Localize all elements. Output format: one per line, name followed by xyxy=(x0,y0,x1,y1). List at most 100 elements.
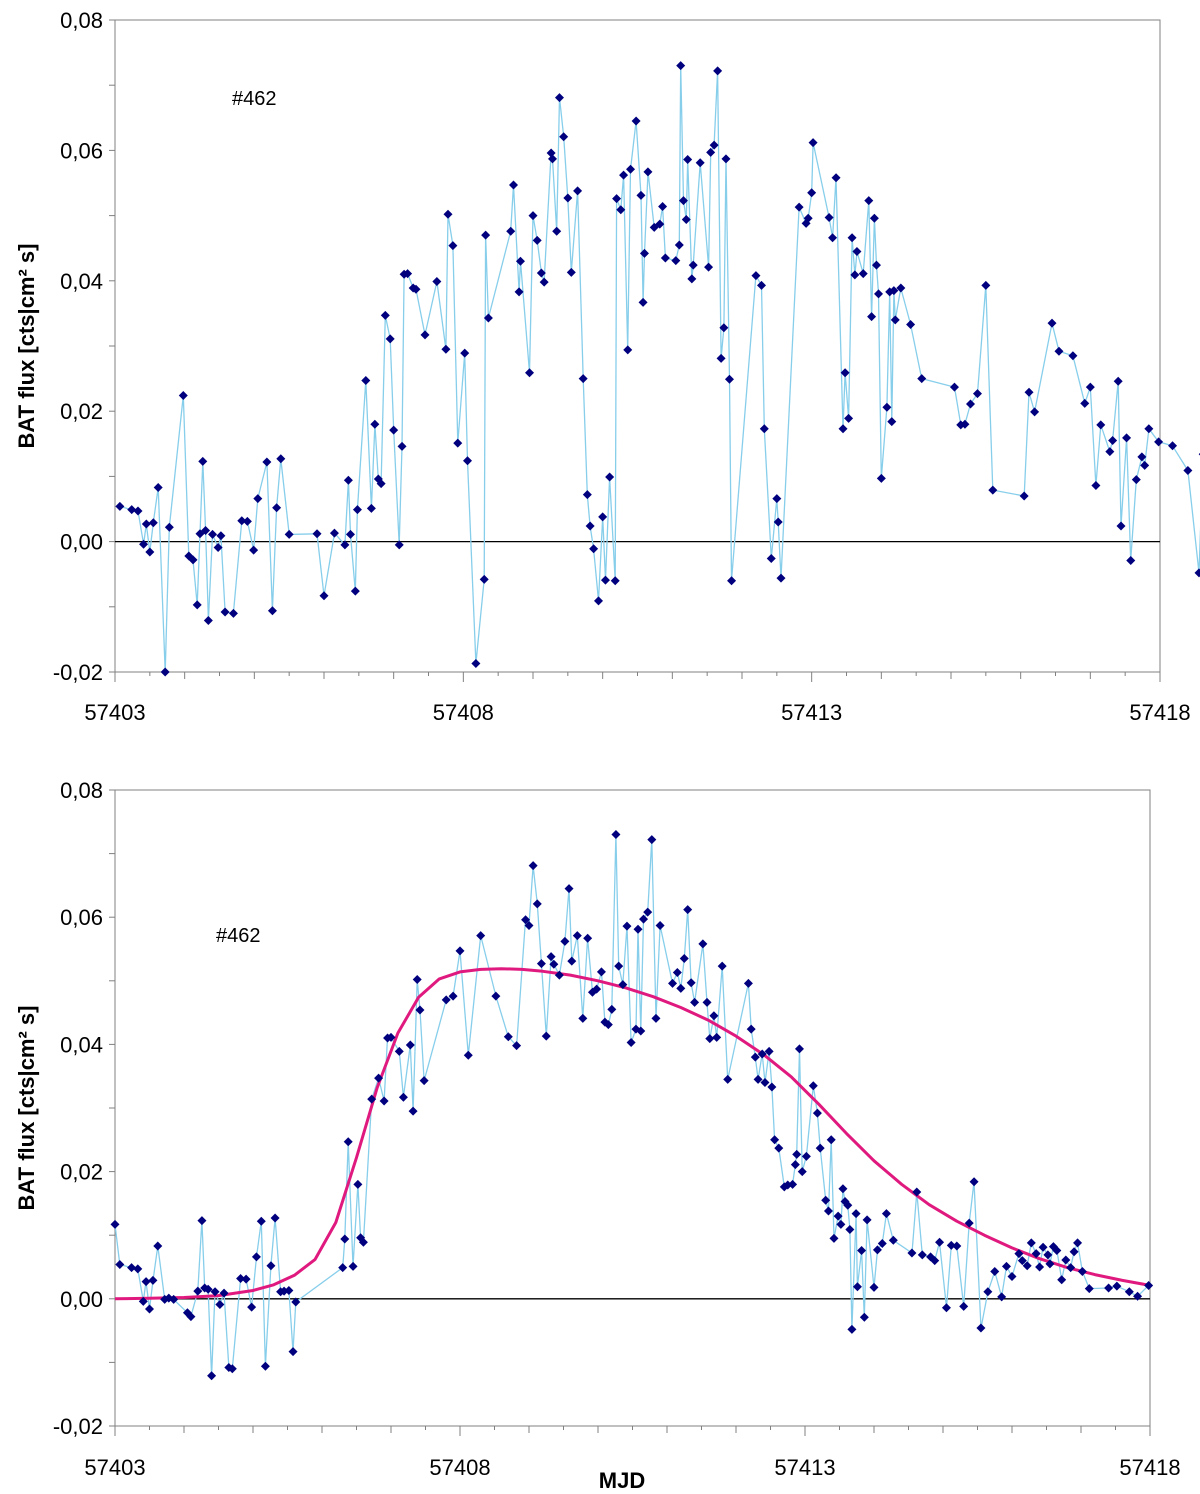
data-point xyxy=(216,531,226,541)
data-point xyxy=(658,201,668,211)
data-point xyxy=(1194,568,1200,578)
data-point xyxy=(115,501,125,511)
data-point xyxy=(912,1187,922,1197)
data-point xyxy=(198,456,208,466)
data-point xyxy=(952,1241,962,1251)
data-point xyxy=(463,456,473,466)
data-point xyxy=(589,544,599,554)
data-markers xyxy=(115,61,1200,677)
data-point xyxy=(153,482,163,492)
data-point xyxy=(455,946,465,956)
data-point xyxy=(676,61,686,71)
y-tick-label: 0,06 xyxy=(60,905,103,930)
data-point xyxy=(572,931,582,941)
axis-ticks xyxy=(109,19,1161,682)
data-point xyxy=(541,1031,551,1041)
data-point xyxy=(253,494,263,504)
data-point xyxy=(539,277,549,287)
data-point xyxy=(441,344,451,354)
data-point xyxy=(852,246,862,256)
data-point xyxy=(618,980,628,990)
data-point xyxy=(583,933,593,943)
data-point xyxy=(949,382,959,392)
data-point xyxy=(521,915,531,925)
data-point xyxy=(145,1304,154,1314)
data-point xyxy=(1031,1249,1041,1259)
data-point xyxy=(284,1286,294,1296)
data-point xyxy=(743,978,753,988)
data-point xyxy=(1084,1284,1094,1294)
data-point xyxy=(524,920,534,930)
data-point xyxy=(1183,466,1193,476)
data-point xyxy=(567,956,577,966)
plot-area-frame xyxy=(114,789,1151,1427)
data-point xyxy=(192,600,202,610)
plot-area-frame xyxy=(114,19,1161,673)
data-point xyxy=(643,907,653,917)
data-point xyxy=(1022,1261,1032,1271)
data-point xyxy=(969,1177,979,1187)
data-point xyxy=(1080,398,1090,408)
data-point xyxy=(757,280,767,290)
data-point xyxy=(766,554,776,564)
data-point xyxy=(930,1256,940,1266)
data-point xyxy=(208,529,218,539)
data-point xyxy=(1105,447,1115,457)
data-point xyxy=(267,606,277,616)
data-point xyxy=(582,490,592,500)
data-point xyxy=(695,158,705,168)
data-point xyxy=(1077,1266,1087,1276)
data-point xyxy=(760,1078,770,1088)
data-point xyxy=(1061,1255,1071,1265)
data-point xyxy=(890,315,900,325)
data-point xyxy=(821,1195,831,1205)
data-point xyxy=(370,419,380,429)
data-point xyxy=(605,472,615,482)
data-point xyxy=(564,884,574,894)
fit-line xyxy=(114,967,1151,1301)
data-point xyxy=(528,211,538,221)
data-point xyxy=(698,939,708,949)
x-tick-label: 57413 xyxy=(781,700,842,725)
axis-ticks xyxy=(109,789,1151,1436)
data-point xyxy=(1126,556,1136,566)
data-point xyxy=(660,253,670,263)
data-point xyxy=(338,1263,348,1273)
data-point xyxy=(639,914,649,924)
data-point xyxy=(872,1245,882,1255)
data-point xyxy=(201,526,211,536)
data-point xyxy=(115,1259,125,1269)
data-point xyxy=(770,1135,780,1145)
data-point xyxy=(352,505,362,515)
data-point xyxy=(633,924,643,934)
data-point xyxy=(141,519,151,529)
data-point xyxy=(727,576,737,586)
data-point xyxy=(343,475,353,485)
data-point xyxy=(350,586,360,596)
data-point xyxy=(133,1264,143,1274)
data-point xyxy=(997,1292,1007,1302)
data-point xyxy=(803,213,813,223)
data-point xyxy=(1112,1281,1122,1291)
data-point xyxy=(829,1233,839,1243)
x-axis-title: MJD xyxy=(599,1468,645,1493)
data-point xyxy=(141,1277,151,1287)
data-point xyxy=(536,268,546,278)
data-point xyxy=(213,542,223,552)
data-point xyxy=(688,260,698,270)
data-point xyxy=(671,256,681,266)
data-point xyxy=(1007,1272,1017,1282)
data-point xyxy=(284,529,294,539)
data-point xyxy=(340,1234,350,1244)
data-point xyxy=(1019,491,1029,501)
data-point xyxy=(412,975,422,985)
series-line xyxy=(119,65,1200,673)
data-point xyxy=(757,1049,767,1059)
data-point xyxy=(276,454,286,464)
y-tick-label: -0,02 xyxy=(53,660,103,685)
data-point xyxy=(906,319,916,329)
data-point xyxy=(797,1167,807,1177)
data-point xyxy=(850,270,860,280)
data-point xyxy=(719,323,729,333)
data-point xyxy=(127,1263,137,1273)
